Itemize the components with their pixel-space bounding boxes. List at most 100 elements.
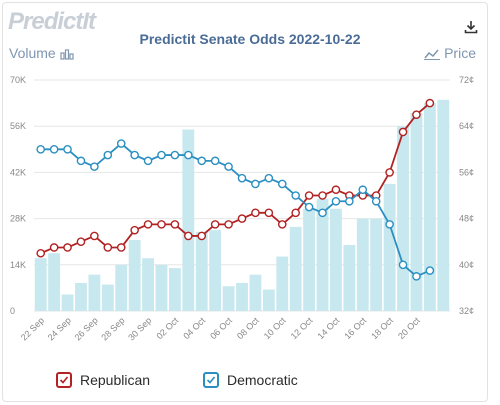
x-tick-label: 20 Oct [396,315,422,341]
price-point-republican [331,185,341,195]
x-tick-label: 04 Oct [181,315,207,341]
price-point-republican [36,248,46,258]
price-point-democratic [103,150,113,160]
price-axis-caption: Price [424,45,476,61]
x-tick-label: 12 Oct [289,315,315,341]
price-point-democratic [184,150,193,160]
predictit-logo: PredictIt [8,8,96,35]
volume-bar [370,218,383,311]
price-point-republican [90,231,99,241]
volume-axis-caption: Volume [9,45,74,61]
volume-bar [316,198,329,311]
price-point-democratic [371,196,381,206]
volume-bar [383,183,396,311]
price-point-republican [76,237,86,246]
price-point-republican [130,225,139,235]
price-point-republican [49,243,59,252]
price-point-democratic [224,162,233,171]
y-tick-left: 56K [10,121,26,131]
price-point-democratic [210,156,220,166]
price-point-republican [63,243,72,252]
volume-bar [48,253,61,311]
y-tick-right: 48¢ [459,214,474,224]
price-point-democratic [358,185,368,195]
legend-democratic[interactable]: Democratic [203,369,298,391]
price-point-democratic [331,196,341,206]
volume-bar [249,274,262,311]
price-point-republican [184,231,193,241]
price-point-republican [291,208,300,218]
price-point-democratic [197,156,207,166]
chart-plot: 0 32¢ 14K 40¢ 28K 48¢ 42K 56¢ 56K 64¢ 70K 72¢ 22 Sep… [10,75,474,343]
price-point-democratic [63,144,72,154]
price-point-republican [237,214,247,223]
x-tick-label: 24 Sep [46,315,73,342]
price-axis-label: Price [444,45,476,61]
democratic-checkbox[interactable] [203,372,219,388]
price-point-democratic [412,272,421,281]
x-tick-label: 02 Oct [154,315,180,341]
x-tick-label: 08 Oct [235,315,261,341]
x-tick-label: 14 Oct [316,315,342,341]
volume-bar [155,264,168,311]
price-point-democratic [90,162,99,171]
volume-bar [303,208,316,311]
bar-chart-icon [59,49,74,60]
volume-bar [289,226,302,311]
price-point-republican [197,231,207,241]
volume-bar [423,103,436,311]
legend-republican[interactable]: Republican [56,369,150,391]
price-point-republican [143,220,153,229]
price-point-republican [385,168,394,177]
volume-bar [142,258,154,311]
price-point-democratic [251,179,260,189]
price-point-republican [412,110,421,119]
price-point-republican [318,191,327,200]
price-point-democratic [277,179,287,189]
x-tick-label: 06 Oct [208,315,234,341]
volume-bar [168,268,181,311]
price-point-democratic [36,144,46,154]
price-point-republican [304,191,314,200]
volume-bar [276,256,289,311]
chart-title: Predictit Senate Odds 2022-10-22 [139,31,361,47]
x-tick-label: 22 Sep [19,315,46,342]
price-point-democratic [398,260,408,270]
price-point-democratic [76,156,86,166]
volume-bar [397,126,409,311]
price-point-republican [157,220,166,229]
volume-bar [356,218,369,311]
price-point-democratic [304,202,314,212]
price-point-democratic [318,208,327,218]
volume-bar [262,289,275,311]
price-point-republican [398,127,408,137]
x-tick-label: 28 Sep [99,315,126,342]
price-point-democratic [385,220,394,229]
download-icon[interactable] [464,20,478,34]
volume-bar [343,245,356,311]
price-point-republican [264,208,274,218]
volume-bar [182,129,195,311]
price-point-democratic [291,191,300,200]
y-tick-left: 28K [10,214,26,224]
price-point-democratic [49,144,59,154]
price-point-democratic [170,150,180,160]
volume-bar [75,282,87,311]
volume-bar [128,240,141,311]
y-tick-left: 14K [10,260,26,270]
y-tick-left: 42K [10,167,26,177]
line-chart-icon [424,49,441,60]
volume-bar [61,294,74,311]
price-point-democratic [425,266,435,275]
y-tick-right: 40¢ [459,260,474,270]
volume-bar [222,286,235,311]
y-tick-right: 56¢ [459,167,474,177]
price-point-democratic [157,150,166,160]
price-point-republican [277,220,287,229]
x-tick-label: 10 Oct [262,315,288,341]
legend-label-republican: Republican [80,372,151,388]
volume-bar [236,282,248,311]
x-tick-label: 18 Oct [369,315,395,341]
republican-checkbox[interactable] [56,372,72,388]
price-point-republican [210,220,220,229]
